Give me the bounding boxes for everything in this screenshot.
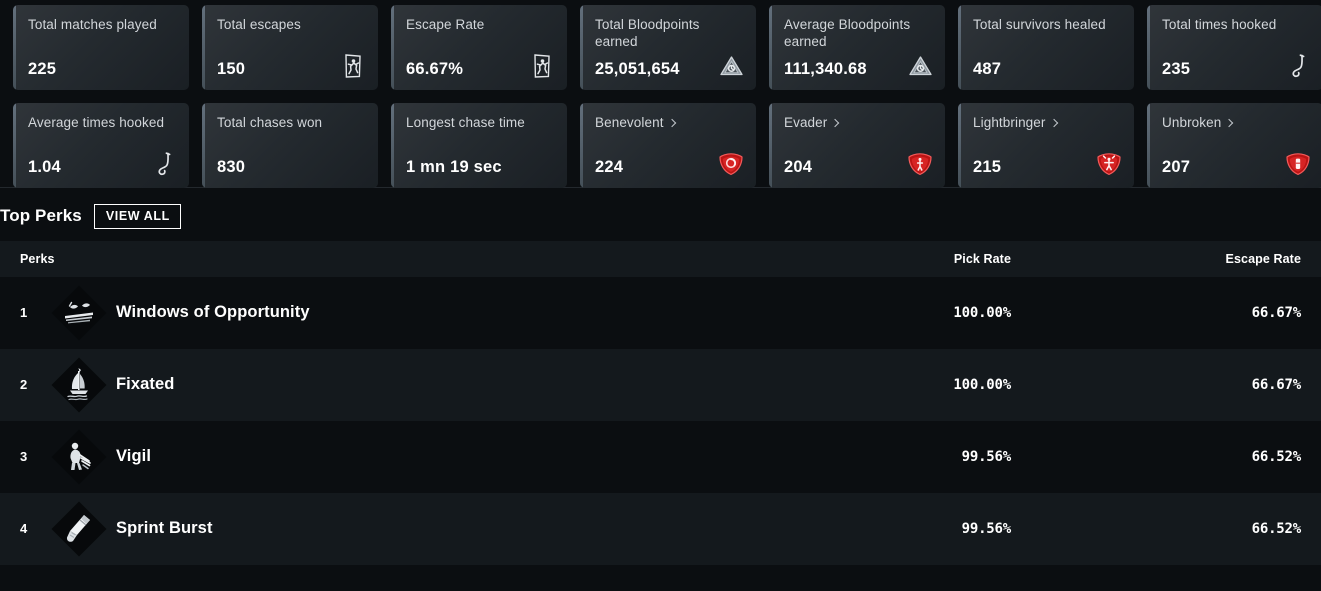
emblem-unbroken-icon: [1285, 151, 1311, 177]
stat-label: Total escapes: [217, 17, 301, 32]
perk-name: Vigil: [116, 447, 152, 465]
stat-card-total-escapes[interactable]: Total escapes 150: [202, 5, 378, 90]
bloodpoints-icon: [907, 53, 933, 79]
stat-card-longest-chase-time[interactable]: Longest chase time 1 mn 19 sec: [391, 103, 567, 188]
stat-value: 204: [784, 158, 813, 176]
stat-label: Escape Rate: [406, 17, 485, 32]
perk-pick-rate: 99.56%: [961, 448, 1012, 465]
stat-card-average-times-hooked[interactable]: Average times hooked 1.04: [13, 103, 189, 188]
stat-value: 25,051,654: [595, 60, 680, 78]
view-all-button[interactable]: VIEW ALL: [93, 204, 181, 229]
table-row[interactable]: 4 Sprint Burst 99.56% 66.52%: [0, 492, 1321, 565]
stat-card-lightbringer-emblem[interactable]: Lightbringer 215: [958, 103, 1134, 188]
hook-icon: [1285, 53, 1311, 79]
perk-escape-rate: 66.52%: [1251, 448, 1302, 465]
stat-card-evader-emblem[interactable]: Evader 204: [769, 103, 945, 188]
table-row[interactable]: 1 Windows of Opportunity 100.00% 66.67%: [0, 276, 1321, 349]
stat-card-total-times-hooked[interactable]: Total times hooked 235: [1147, 5, 1321, 90]
stat-label: Total chases won: [217, 115, 323, 130]
section-title: Top Perks: [0, 206, 82, 226]
stat-value: 66.67%: [406, 60, 464, 78]
stat-label: Benevolent: [595, 115, 664, 130]
perk-rank: 4: [20, 521, 28, 536]
emblem-benevolent-icon: [718, 151, 744, 177]
perk-vigil-icon: [50, 428, 108, 486]
perk-windows-of-opportunity-icon: [50, 284, 108, 342]
stats-panel: Total matches played 225 Total escapes 1…: [0, 0, 1321, 188]
perk-name: Fixated: [116, 375, 175, 393]
chevron-right-icon: [831, 118, 840, 127]
stat-card-escape-rate[interactable]: Escape Rate 66.67%: [391, 5, 567, 90]
stat-label: Total matches played: [28, 17, 157, 32]
column-header-pick-rate: Pick Rate: [953, 251, 1011, 266]
stat-value: 235: [1162, 60, 1191, 78]
stat-value: 1.04: [28, 158, 61, 176]
column-header-escape-rate: Escape Rate: [1225, 251, 1301, 266]
perk-pick-rate: 100.00%: [953, 376, 1011, 393]
stat-card-total-survivors-healed[interactable]: Total survivors healed 487: [958, 5, 1134, 90]
stat-label: Unbroken: [1162, 115, 1222, 130]
stat-value: 207: [1162, 158, 1191, 176]
perk-pick-rate: 100.00%: [953, 304, 1011, 321]
escape-door-icon: [529, 53, 555, 79]
stat-card-total-chases-won[interactable]: Total chases won 830: [202, 103, 378, 188]
stat-value: 111,340.68: [784, 60, 867, 78]
stat-label: Evader: [784, 115, 828, 130]
stat-label: Lightbringer: [973, 115, 1046, 130]
perk-escape-rate: 66.67%: [1251, 376, 1302, 393]
emblem-link-unbroken[interactable]: Unbroken: [1162, 114, 1234, 131]
perk-escape-rate: 66.67%: [1251, 304, 1302, 321]
stat-label: Total times hooked: [1162, 17, 1277, 32]
stat-card-total-matches-played[interactable]: Total matches played 225: [13, 5, 189, 90]
stat-value: 830: [217, 158, 246, 176]
emblem-link-benevolent[interactable]: Benevolent: [595, 114, 676, 131]
perk-escape-rate: 66.52%: [1251, 520, 1302, 537]
chevron-right-icon: [1225, 118, 1234, 127]
stat-label: Average Bloodpoints earned: [784, 17, 911, 49]
emblem-evader-icon: [907, 151, 933, 177]
stat-label: Total survivors healed: [973, 17, 1106, 32]
perk-rank: 1: [20, 305, 28, 320]
chevron-right-icon: [1049, 118, 1058, 127]
stat-card-unbroken-emblem[interactable]: Unbroken 207: [1147, 103, 1321, 188]
perk-sprint-burst-icon: [50, 500, 108, 558]
stat-value: 1 mn 19 sec: [406, 158, 502, 176]
stat-card-average-bloodpoints-earned[interactable]: Average Bloodpoints earned 111,340.68: [769, 5, 945, 90]
perk-rank: 2: [20, 377, 28, 392]
stat-card-benevolent-emblem[interactable]: Benevolent 224: [580, 103, 756, 188]
table-row[interactable]: 3 Vigil 99.56% 66.52%: [0, 420, 1321, 493]
stats-row-1: Total matches played 225 Total escapes 1…: [0, 5, 1321, 90]
stat-value: 215: [973, 158, 1002, 176]
top-perks-table: Perks Pick Rate Escape Rate 1 Windows of…: [0, 240, 1321, 565]
perk-name: Windows of Opportunity: [116, 303, 310, 321]
top-perks-header: Top Perks VIEW ALL: [0, 188, 1321, 241]
table-row[interactable]: 2 Fixated 100.00% 66.67%: [0, 348, 1321, 421]
stat-value: 487: [973, 60, 1002, 78]
stat-label: Total Bloodpoints earned: [595, 17, 700, 49]
stat-label: Longest chase time: [406, 115, 525, 130]
column-header-perks: Perks: [20, 251, 55, 266]
stat-value: 224: [595, 158, 624, 176]
stats-row-2: Average times hooked 1.04 Total chases w…: [0, 103, 1321, 188]
chevron-right-icon: [667, 118, 676, 127]
bloodpoints-icon: [718, 53, 744, 79]
emblem-link-lightbringer[interactable]: Lightbringer: [973, 114, 1058, 131]
emblem-lightbringer-icon: [1096, 151, 1122, 177]
table-header-row: Perks Pick Rate Escape Rate: [0, 240, 1321, 277]
perk-rank: 3: [20, 449, 28, 464]
perk-pick-rate: 99.56%: [961, 520, 1012, 537]
hook-icon: [151, 151, 177, 177]
stat-card-total-bloodpoints-earned[interactable]: Total Bloodpoints earned 25,051,654: [580, 5, 756, 90]
stat-value: 225: [28, 60, 57, 78]
perk-name: Sprint Burst: [116, 519, 213, 537]
stat-label: Average times hooked: [28, 115, 165, 130]
perk-fixated-icon: [50, 356, 108, 414]
stat-value: 150: [217, 60, 246, 78]
escape-door-icon: [340, 53, 366, 79]
emblem-link-evader[interactable]: Evader: [784, 114, 840, 131]
